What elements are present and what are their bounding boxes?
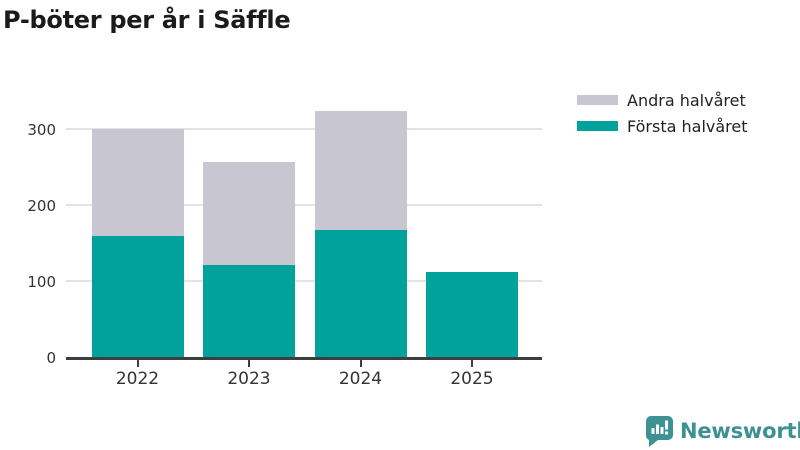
bar-2025-bottom — [426, 272, 518, 358]
legend-item-forsta-halvaret: Första halvåret — [577, 116, 748, 136]
x-axis-tick-label: 2024 — [338, 369, 383, 389]
y-axis-tick-label: 0 — [46, 349, 56, 367]
bar-2024-bottom — [314, 230, 407, 358]
legend-swatch-andra — [577, 95, 618, 105]
legend-label: Andra halvåret — [627, 90, 746, 110]
x-axis-tick — [359, 360, 362, 367]
gridline-y200 — [66, 204, 542, 206]
newsworthy-speech-bubble-icon — [645, 416, 673, 447]
legend-item-andra-halvaret: Andra halvåret — [577, 90, 748, 110]
bar-2023-bottom — [203, 264, 295, 358]
y-axis-tick-label: 300 — [27, 121, 56, 139]
gridline-y100 — [66, 280, 542, 282]
bar-2022-top — [91, 129, 184, 237]
bar-2024-top — [314, 111, 407, 231]
bar-2022-bottom — [91, 236, 184, 358]
legend-swatch-forsta — [577, 121, 618, 131]
x-axis-tick-label: 2023 — [227, 369, 271, 389]
x-axis-tick — [471, 360, 473, 367]
y-axis-tick-label: 200 — [27, 197, 56, 215]
brand-name: Newsworthy — [680, 419, 800, 443]
x-axis-tick — [248, 360, 250, 367]
y-axis-tick-label: 100 — [27, 273, 56, 291]
gridline-y300 — [66, 128, 542, 130]
x-axis-line — [66, 357, 542, 360]
legend-label: Första halvåret — [627, 116, 748, 136]
x-axis-tick-label: 2022 — [115, 369, 160, 389]
x-axis-tick — [136, 360, 139, 367]
x-axis-tick-label: 2025 — [450, 369, 494, 389]
page-title: P-böter per år i Säffle — [3, 6, 291, 34]
newsworthy-logo: Newsworthy — [645, 415, 800, 447]
bar-2023-top — [203, 161, 295, 265]
legend: Andra halvåret Första halvåret — [577, 91, 748, 143]
